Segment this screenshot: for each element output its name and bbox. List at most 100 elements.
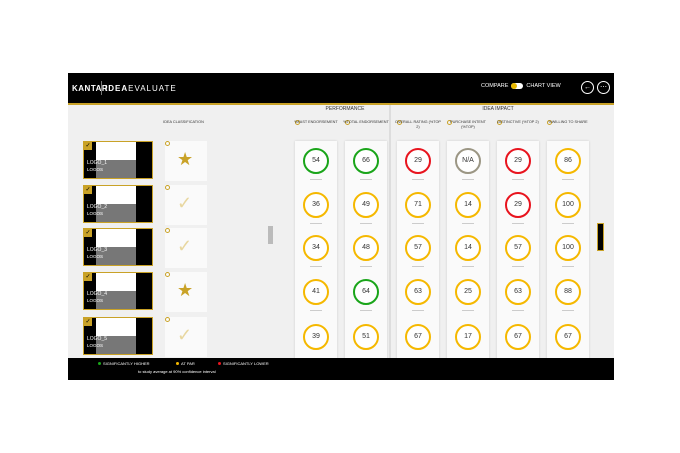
star-icon: ★ bbox=[177, 280, 194, 300]
product-rest: EVALUATE bbox=[128, 84, 177, 93]
view-toggle[interactable]: COMPARE CHART VIEW bbox=[481, 83, 561, 89]
scroll-handle-left[interactable] bbox=[268, 226, 273, 244]
score-circle[interactable]: 63 bbox=[505, 279, 531, 305]
info-icon[interactable] bbox=[547, 120, 552, 125]
score-circle[interactable]: 67 bbox=[405, 324, 431, 350]
toggle-switch[interactable] bbox=[511, 83, 524, 89]
score-circle[interactable]: 41 bbox=[303, 279, 329, 305]
section-divider bbox=[389, 105, 391, 358]
arrow-left-icon: ← bbox=[584, 84, 591, 91]
score-circle[interactable]: 86 bbox=[555, 148, 581, 174]
metric-column: 29 29 57 63 67 bbox=[497, 141, 539, 363]
divider bbox=[462, 179, 474, 180]
idea-card[interactable]: ✓ LOGO_4 LOGOS bbox=[83, 272, 153, 310]
idea-card[interactable]: ✓ LOGO_3 LOGOS bbox=[83, 228, 153, 266]
divider bbox=[512, 223, 524, 224]
score-circle[interactable]: 71 bbox=[405, 192, 431, 218]
idea-card[interactable]: ✓ LOGO_5 LOGOS bbox=[83, 317, 153, 355]
more-button[interactable]: ⋯ bbox=[597, 81, 610, 94]
product-bold: IDEA bbox=[105, 84, 129, 93]
score-circle[interactable]: 36 bbox=[303, 192, 329, 218]
idea-category: LOGOS bbox=[87, 254, 104, 259]
classification-header: IDEA CLASSIFICATION bbox=[163, 120, 204, 124]
info-icon[interactable] bbox=[165, 228, 170, 233]
idea-name: LOGO_5 bbox=[87, 336, 108, 342]
info-icon[interactable] bbox=[165, 317, 170, 322]
score-circle[interactable]: N/A bbox=[455, 148, 481, 174]
score-circle[interactable]: 34 bbox=[303, 235, 329, 261]
divider bbox=[412, 310, 424, 311]
idea-name: LOGO_3 bbox=[87, 247, 108, 253]
score-circle[interactable]: 63 bbox=[405, 279, 431, 305]
score-circle[interactable]: 48 bbox=[353, 235, 379, 261]
score-circle[interactable]: 29 bbox=[505, 192, 531, 218]
score-circle[interactable]: 25 bbox=[455, 279, 481, 305]
divider bbox=[462, 310, 474, 311]
score-circle[interactable]: 17 bbox=[455, 324, 481, 350]
score-circle[interactable]: 29 bbox=[405, 148, 431, 174]
score-circle[interactable]: 14 bbox=[455, 192, 481, 218]
score-circle[interactable]: 57 bbox=[505, 235, 531, 261]
idea-name: LOGO_1 bbox=[87, 160, 108, 166]
metric-column: N/A 14 14 25 17 bbox=[447, 141, 489, 363]
score-circle[interactable]: 100 bbox=[555, 235, 581, 261]
brand-logo: KANTAR bbox=[72, 84, 109, 93]
score-circle[interactable]: 54 bbox=[303, 148, 329, 174]
info-icon[interactable] bbox=[165, 185, 170, 190]
score-circle[interactable]: 66 bbox=[353, 148, 379, 174]
score-circle[interactable]: 64 bbox=[353, 279, 379, 305]
score-circle[interactable]: 14 bbox=[455, 235, 481, 261]
info-icon[interactable] bbox=[345, 120, 350, 125]
legend-higher-label: SIGNIFICANTLY HIGHER bbox=[103, 361, 150, 366]
checkbox[interactable]: ✓ bbox=[84, 318, 92, 326]
scroll-handle-right[interactable] bbox=[597, 223, 604, 251]
info-icon[interactable] bbox=[447, 120, 452, 125]
info-icon[interactable] bbox=[397, 120, 402, 125]
divider bbox=[101, 81, 102, 95]
divider bbox=[562, 223, 574, 224]
info-icon[interactable] bbox=[165, 272, 170, 277]
metric-column: 54 36 34 41 39 bbox=[295, 141, 337, 363]
divider bbox=[562, 310, 574, 311]
column-header: %FAST ENDORSEMENT bbox=[294, 120, 338, 124]
idea-name: LOGO_4 bbox=[87, 291, 108, 297]
score-circle[interactable]: 88 bbox=[555, 279, 581, 305]
info-icon[interactable] bbox=[295, 120, 300, 125]
legend-note: to study average at 90% confidence inter… bbox=[138, 369, 216, 374]
checkbox[interactable]: ✓ bbox=[84, 229, 92, 237]
checkbox[interactable]: ✓ bbox=[84, 142, 92, 150]
checkbox[interactable]: ✓ bbox=[84, 186, 92, 194]
divider bbox=[562, 266, 574, 267]
divider bbox=[360, 179, 372, 180]
app-window: KANTAR IDEAEVALUATE COMPARE CHART VIEW ←… bbox=[68, 73, 614, 380]
star-icon: ★ bbox=[177, 149, 194, 169]
section-impact: IDEA IMPACT bbox=[482, 106, 514, 112]
column-header: DISTINCTIVE (%TOP 2) bbox=[497, 120, 539, 124]
idea-name: LOGO_2 bbox=[87, 204, 108, 210]
info-icon[interactable] bbox=[165, 141, 170, 146]
score-circle[interactable]: 67 bbox=[505, 324, 531, 350]
divider bbox=[310, 266, 322, 267]
classification-cell: ✓ bbox=[165, 228, 207, 268]
idea-category: LOGOS bbox=[87, 211, 104, 216]
back-button[interactable]: ← bbox=[581, 81, 594, 94]
score-circle[interactable]: 51 bbox=[353, 324, 379, 350]
divider bbox=[412, 179, 424, 180]
idea-category: LOGOS bbox=[87, 167, 104, 172]
score-circle[interactable]: 67 bbox=[555, 324, 581, 350]
score-circle[interactable]: 57 bbox=[405, 235, 431, 261]
score-circle[interactable]: 49 bbox=[353, 192, 379, 218]
metric-column: 66 49 48 64 51 bbox=[345, 141, 387, 363]
idea-card[interactable]: ✓ LOGO_1 LOGOS bbox=[83, 141, 153, 179]
classification-cell: ✓ bbox=[165, 185, 207, 225]
score-circle[interactable]: 29 bbox=[505, 148, 531, 174]
idea-card[interactable]: ✓ LOGO_2 LOGOS bbox=[83, 185, 153, 223]
info-icon[interactable] bbox=[497, 120, 502, 125]
column-header: OVERALL RATING (%TOP 2) bbox=[395, 120, 441, 129]
divider bbox=[562, 179, 574, 180]
score-circle[interactable]: 39 bbox=[303, 324, 329, 350]
score-circle[interactable]: 100 bbox=[555, 192, 581, 218]
divider bbox=[360, 310, 372, 311]
classification-cell: ★ bbox=[165, 272, 207, 312]
checkbox[interactable]: ✓ bbox=[84, 273, 92, 281]
